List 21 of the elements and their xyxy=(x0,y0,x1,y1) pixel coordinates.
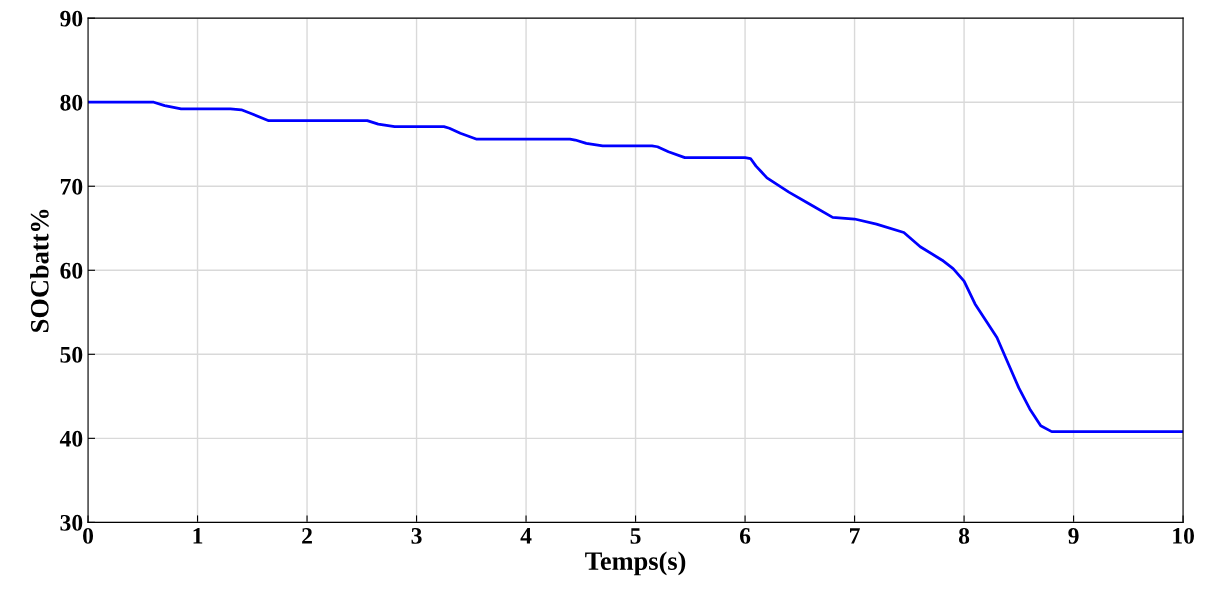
x-tick-label: 0 xyxy=(83,527,94,544)
x-tick-label: 10 xyxy=(1173,527,1194,544)
x-tick-label: 4 xyxy=(520,528,532,544)
y-tick-label: 70 xyxy=(60,178,83,195)
x-tick-label: 2 xyxy=(302,527,312,544)
y-tick-label: 50 xyxy=(60,346,83,363)
y-tick-label: 80 xyxy=(60,94,83,111)
x-tick-label: 1 xyxy=(193,528,203,544)
x-tick-label: 8 xyxy=(958,527,970,544)
x-axis-title: Temps(s) xyxy=(585,551,686,576)
y-tick-label: 30 xyxy=(60,514,83,531)
y-axis-title: SOCbatt% xyxy=(30,209,49,332)
x-tick-label: 5 xyxy=(630,528,641,544)
x-tick-label: 6 xyxy=(739,527,751,544)
line-series xyxy=(88,100,1184,434)
y-tick-label: 60 xyxy=(60,262,83,279)
y-tick-label: 40 xyxy=(59,430,83,447)
x-tick-label: 9 xyxy=(1068,527,1079,544)
x-tick-label: 7 xyxy=(850,528,860,544)
y-tick-label: 90 xyxy=(60,10,83,27)
x-tick-label: 3 xyxy=(411,527,422,544)
